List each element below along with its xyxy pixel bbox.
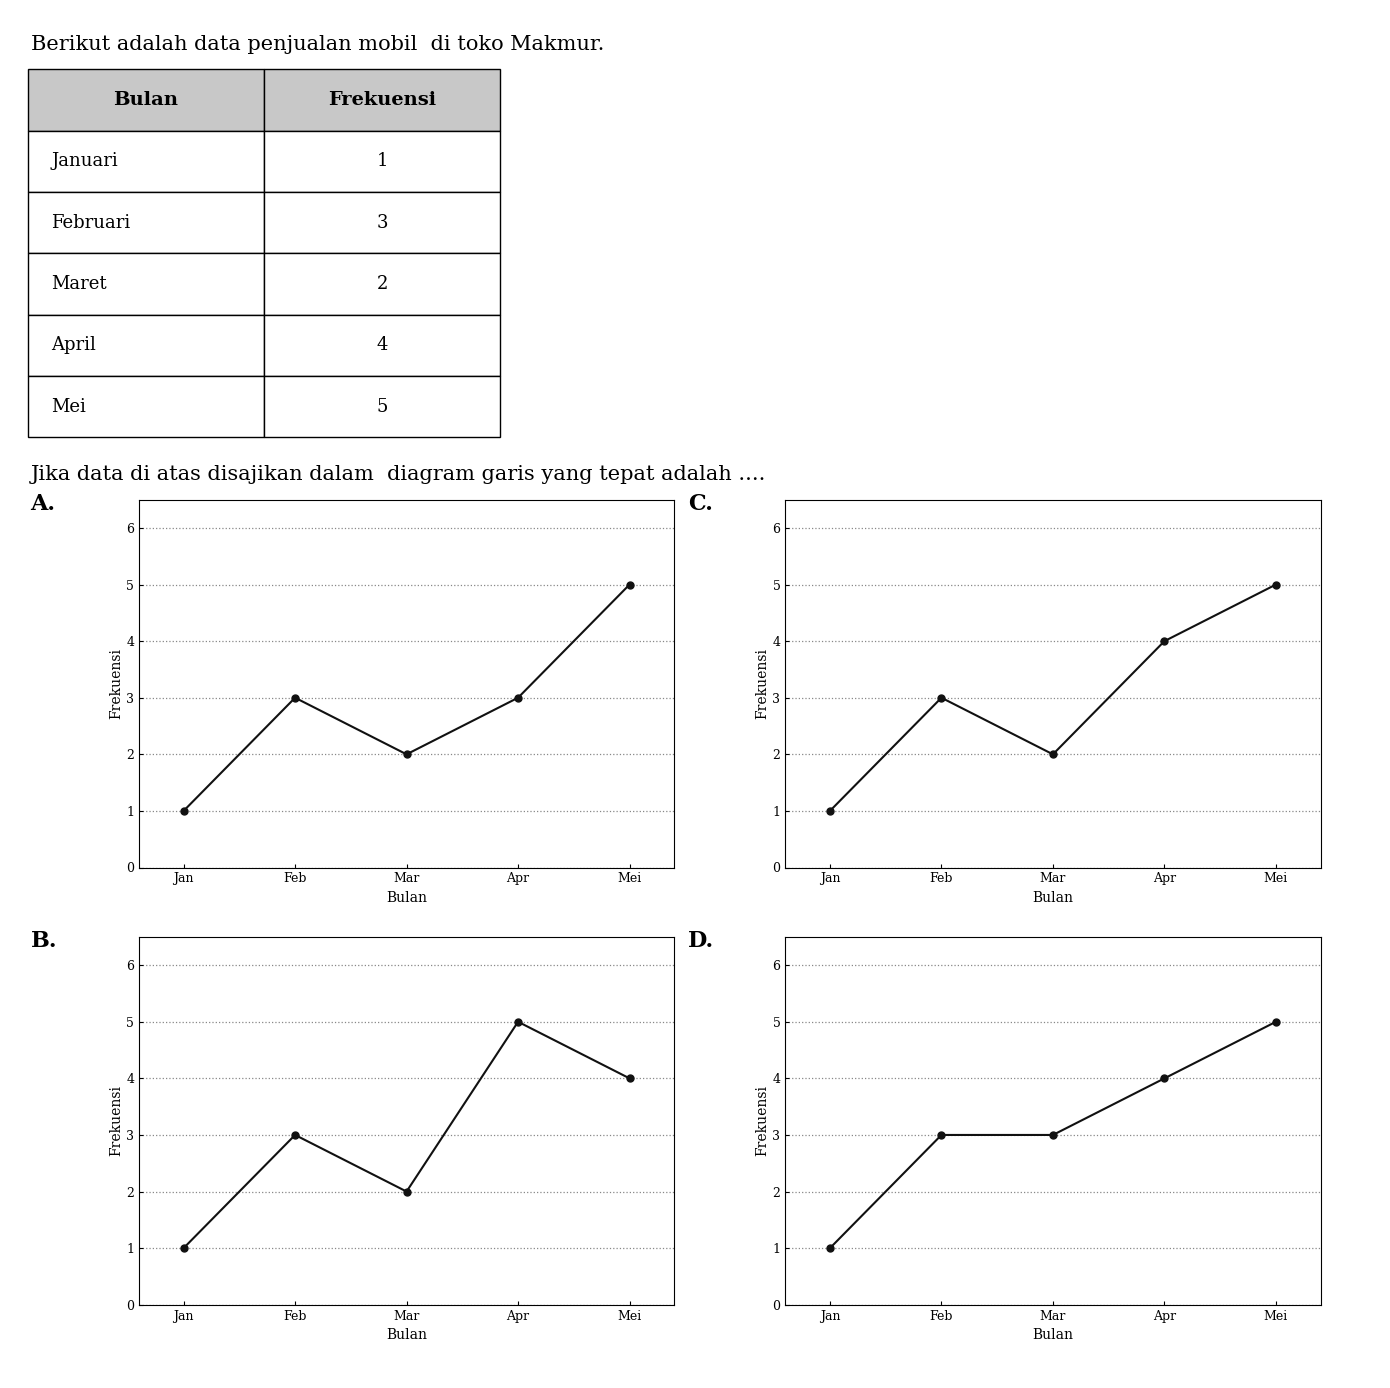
Y-axis label: Frekuensi: Frekuensi <box>110 648 124 719</box>
Y-axis label: Frekuensi: Frekuensi <box>756 648 770 719</box>
Text: Jika data di atas disajikan dalam  diagram garis yang tepat adalah ....: Jika data di atas disajikan dalam diagra… <box>31 465 766 484</box>
Text: B.: B. <box>31 930 57 952</box>
X-axis label: Bulan: Bulan <box>386 891 427 905</box>
X-axis label: Bulan: Bulan <box>386 1328 427 1342</box>
Text: C.: C. <box>688 493 713 515</box>
X-axis label: Bulan: Bulan <box>1033 891 1073 905</box>
Text: D.: D. <box>688 930 714 952</box>
Text: A.: A. <box>31 493 56 515</box>
X-axis label: Bulan: Bulan <box>1033 1328 1073 1342</box>
Y-axis label: Frekuensi: Frekuensi <box>756 1085 770 1156</box>
Text: Berikut adalah data penjualan mobil  di toko Makmur.: Berikut adalah data penjualan mobil di t… <box>31 35 605 54</box>
Y-axis label: Frekuensi: Frekuensi <box>110 1085 124 1156</box>
